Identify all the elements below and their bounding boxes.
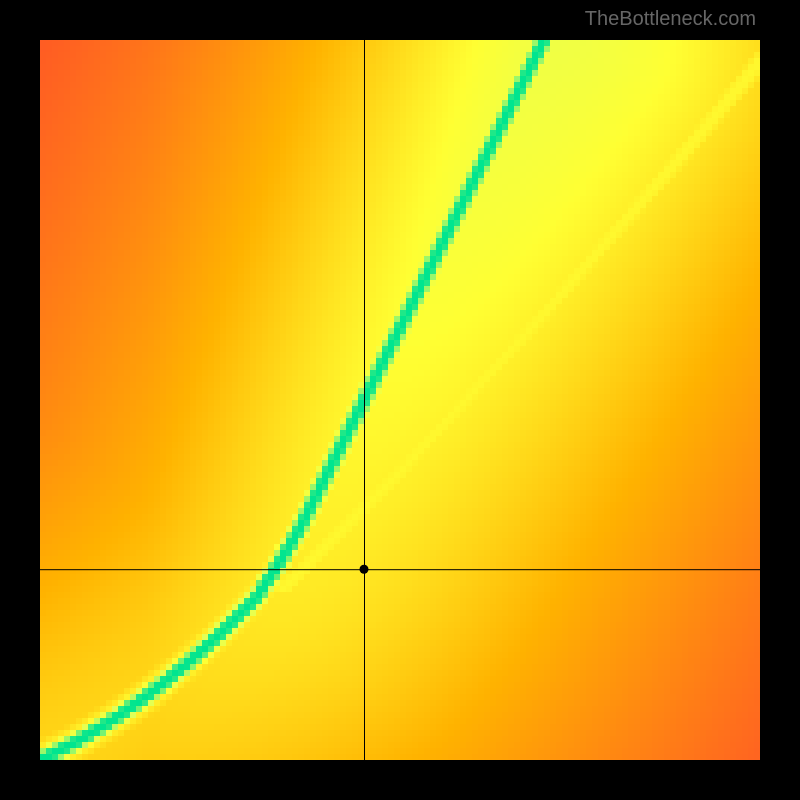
chart-container: TheBottleneck.com: [0, 0, 800, 800]
watermark-text: TheBottleneck.com: [585, 8, 756, 31]
heatmap-canvas: [40, 40, 760, 760]
